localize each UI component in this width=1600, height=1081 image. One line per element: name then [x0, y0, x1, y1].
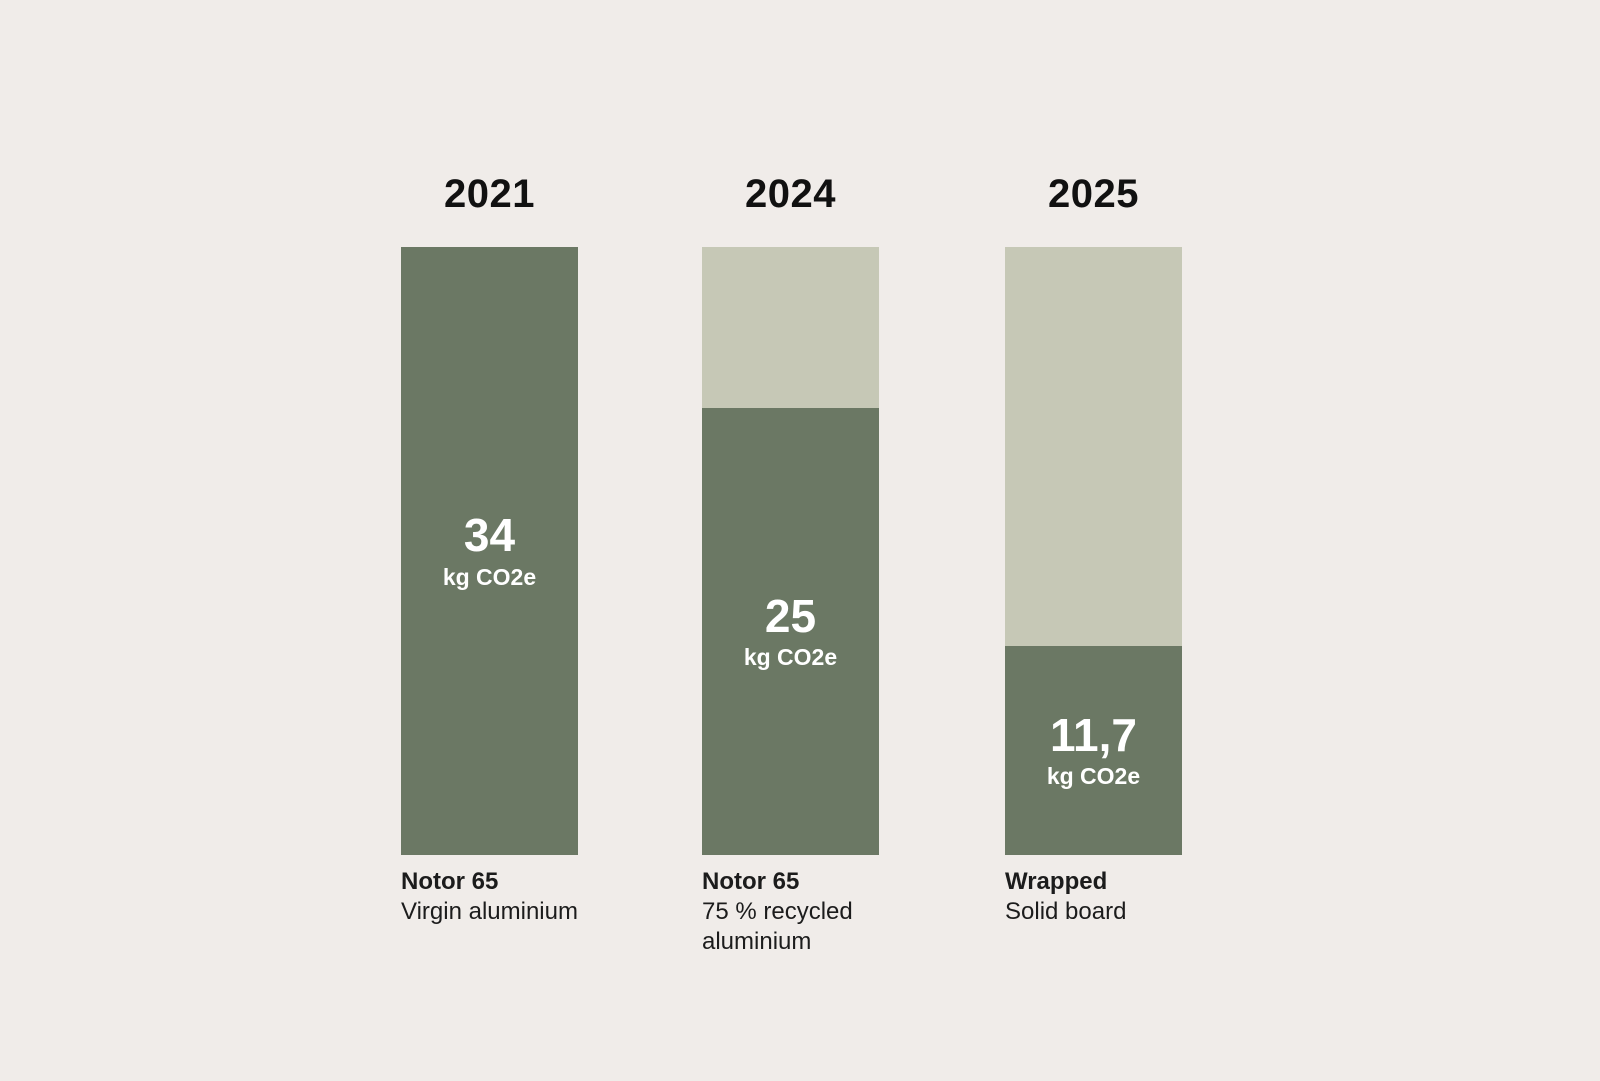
bar-caption: Notor 65 Virgin aluminium: [401, 867, 601, 927]
bar-fill-2024: 25 kg CO2e: [702, 407, 879, 855]
product-name: Notor 65: [401, 868, 499, 895]
bar-2025: 11,7 kg CO2e: [1005, 247, 1182, 855]
year-label: 2021: [444, 172, 535, 216]
bar-value: 11,7: [1050, 708, 1137, 761]
bar-fill-2025: 11,7 kg CO2e: [1005, 645, 1182, 855]
product-name: Notor 65: [702, 868, 800, 895]
bar-fill-2021: 34 kg CO2e: [401, 247, 578, 855]
bar-value-unit: kg CO2e: [442, 564, 537, 590]
bar-value-unit: kg CO2e: [1046, 763, 1141, 790]
bar-caption: Notor 65 75 % recycled aluminium: [702, 867, 902, 957]
chart-column-2025: 2025 11,7 kg CO2e Wrapped Solid board: [1005, 0, 1182, 1081]
product-material: Virgin aluminium: [401, 898, 578, 925]
chart-column-2024: 2024 25 kg CO2e Notor 65 75 % recycled a…: [702, 0, 879, 1081]
product-name: Wrapped: [1005, 868, 1108, 895]
bar-value-unit: kg CO2e: [743, 644, 838, 671]
bar-value: 25: [764, 589, 817, 642]
bar-2024: 25 kg CO2e: [702, 247, 879, 855]
year-label: 2025: [1048, 172, 1139, 216]
chart-column-2021: 2021 34 kg CO2e Notor 65 Virgin aluminiu…: [401, 0, 578, 1081]
bar-value: 34: [463, 509, 516, 562]
bar-caption: Wrapped Solid board: [1005, 867, 1205, 927]
bar-2021: 34 kg CO2e: [401, 247, 578, 855]
product-material: 75 % recycled aluminium: [702, 898, 853, 955]
year-label: 2024: [745, 172, 836, 216]
product-material: Solid board: [1005, 898, 1127, 925]
